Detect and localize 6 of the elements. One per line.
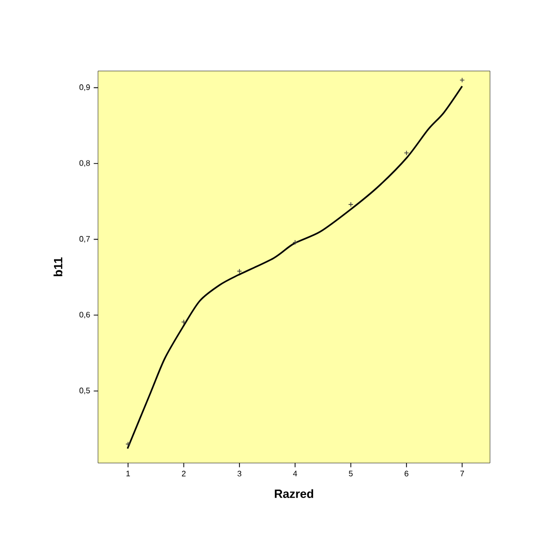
point: [292, 240, 298, 245]
y-axis-title: b11: [54, 257, 62, 276]
point: [125, 441, 131, 447]
point: [404, 150, 410, 156]
line-series: [126, 85, 463, 450]
x-axis-title: Razred: [274, 489, 314, 498]
